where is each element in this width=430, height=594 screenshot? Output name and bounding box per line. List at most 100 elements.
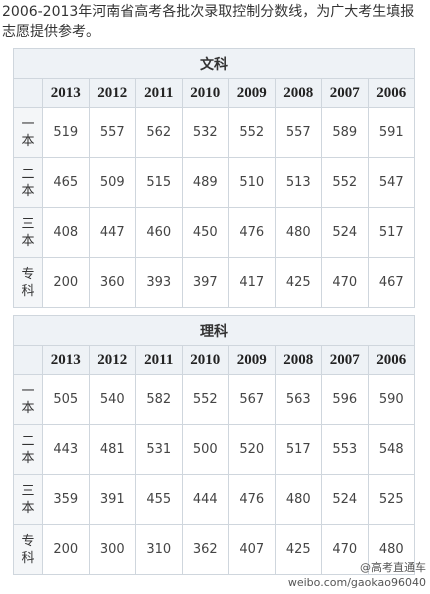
score-cell: 443 — [42, 424, 90, 475]
score-cell: 517 — [274, 424, 322, 475]
score-cell: 425 — [274, 257, 322, 308]
row-label-cell: 三本 — [13, 474, 43, 525]
score-cell: 447 — [88, 207, 136, 258]
title-row: 文科 — [13, 48, 415, 79]
score-cell: 557 — [274, 107, 322, 158]
intro-text: 2006-2013年河南省高考各批次录取控制分数线，为广大考生填报志愿提供参考。 — [2, 4, 415, 40]
score-cell: 470 — [321, 524, 369, 575]
score-cell: 582 — [135, 374, 183, 425]
year-header: 2012 — [88, 78, 136, 108]
score-cell: 531 — [135, 424, 183, 475]
score-cell: 200 — [42, 257, 90, 308]
score-cell: 590 — [367, 374, 415, 425]
row-label-cell: 专科 — [13, 257, 43, 308]
score-cell: 425 — [274, 524, 322, 575]
score-cell: 557 — [88, 107, 136, 158]
score-cell: 450 — [181, 207, 229, 258]
watermark-handle: @高考直通车 — [360, 561, 426, 574]
score-row: 专科 200 300 310 362 407 425 470 480 — [13, 524, 415, 575]
score-table: 理科 2013 2012 2011 2010 2009 2008 2007 2006 一本 505 5… — [13, 315, 415, 575]
score-cell: 480 — [274, 474, 322, 525]
score-cell: 310 — [135, 524, 183, 575]
year-header: 2012 — [88, 345, 136, 375]
score-cell: 391 — [88, 474, 136, 525]
score-cell: 359 — [42, 474, 90, 525]
row-label-cell: 一本 — [13, 107, 43, 158]
score-cell: 591 — [367, 107, 415, 158]
score-cell: 513 — [274, 157, 322, 208]
score-table: 文科 2013 2012 2011 2010 2009 2008 2007 2006 一本 519 5… — [13, 48, 415, 308]
year-row: 2013 2012 2011 2010 2009 2008 2007 2006 — [13, 345, 415, 375]
score-cell: 476 — [228, 474, 276, 525]
year-header: 2011 — [135, 78, 183, 108]
score-cell: 480 — [367, 524, 415, 575]
score-row: 一本 505 540 582 552 567 563 596 590 — [13, 374, 415, 425]
score-cell: 562 — [135, 107, 183, 158]
score-cell: 467 — [367, 257, 415, 308]
score-cell: 480 — [274, 207, 322, 258]
score-cell: 470 — [321, 257, 369, 308]
score-cell: 407 — [228, 524, 276, 575]
score-cell: 553 — [321, 424, 369, 475]
row-label-cell: 一本 — [13, 374, 43, 425]
year-header: 2007 — [321, 345, 369, 375]
score-cell: 596 — [321, 374, 369, 425]
row-label: 一本 — [21, 383, 35, 416]
score-cell: 397 — [181, 257, 229, 308]
watermark: @高考直通车 weibo.com/gaokao96040 — [288, 560, 426, 590]
score-cell: 481 — [88, 424, 136, 475]
score-cell: 563 — [274, 374, 322, 425]
row-label-cell: 二本 — [13, 157, 43, 208]
row-label-cell: 三本 — [13, 207, 43, 258]
year-header: 2013 — [42, 345, 90, 375]
score-cell: 510 — [228, 157, 276, 208]
year-header: 2008 — [274, 78, 322, 108]
year-header: 2010 — [181, 345, 229, 375]
row-label: 一本 — [21, 116, 35, 149]
row-label: 专科 — [21, 533, 35, 566]
year-header: 2006 — [367, 345, 415, 375]
row-label-cell: 专科 — [13, 524, 43, 575]
score-row: 二本 443 481 531 500 520 517 553 548 — [13, 424, 415, 475]
year-header: 2013 — [42, 78, 90, 108]
year-header: 2007 — [321, 78, 369, 108]
year-header: 2009 — [228, 78, 276, 108]
score-cell: 540 — [88, 374, 136, 425]
section-title: 文科 — [13, 48, 415, 79]
score-cell: 520 — [228, 424, 276, 475]
watermark-url: weibo.com/gaokao96040 — [287, 576, 426, 589]
score-cell: 524 — [321, 207, 369, 258]
score-cell: 362 — [181, 524, 229, 575]
score-cell: 455 — [135, 474, 183, 525]
score-cell: 519 — [42, 107, 90, 158]
year-header: 2011 — [135, 345, 183, 375]
row-label: 二本 — [21, 166, 35, 199]
year-row: 2013 2012 2011 2010 2009 2008 2007 2006 — [13, 78, 415, 108]
score-row: 二本 465 509 515 489 510 513 552 547 — [13, 157, 415, 208]
score-cell: 552 — [228, 107, 276, 158]
year-header: 2010 — [181, 78, 229, 108]
score-cell: 444 — [181, 474, 229, 525]
score-row: 三本 359 391 455 444 476 480 524 525 — [13, 474, 415, 525]
row-label: 三本 — [21, 216, 35, 249]
year-header: 2008 — [274, 345, 322, 375]
score-cell: 408 — [42, 207, 90, 258]
score-cell: 300 — [88, 524, 136, 575]
score-cell: 524 — [321, 474, 369, 525]
score-cell: 515 — [135, 157, 183, 208]
score-cell: 489 — [181, 157, 229, 208]
score-cell: 509 — [88, 157, 136, 208]
score-row: 专科 200 360 393 397 417 425 470 467 — [13, 257, 415, 308]
score-cell: 517 — [367, 207, 415, 258]
score-cell: 476 — [228, 207, 276, 258]
year-header: 2009 — [228, 345, 276, 375]
score-cell: 548 — [367, 424, 415, 475]
score-cell: 417 — [228, 257, 276, 308]
score-cell: 465 — [42, 157, 90, 208]
score-row: 一本 519 557 562 532 552 557 589 591 — [13, 107, 415, 158]
score-cell: 200 — [42, 524, 90, 575]
score-cell: 505 — [42, 374, 90, 425]
section-title: 理科 — [13, 315, 415, 346]
title-row: 理科 — [13, 315, 415, 346]
